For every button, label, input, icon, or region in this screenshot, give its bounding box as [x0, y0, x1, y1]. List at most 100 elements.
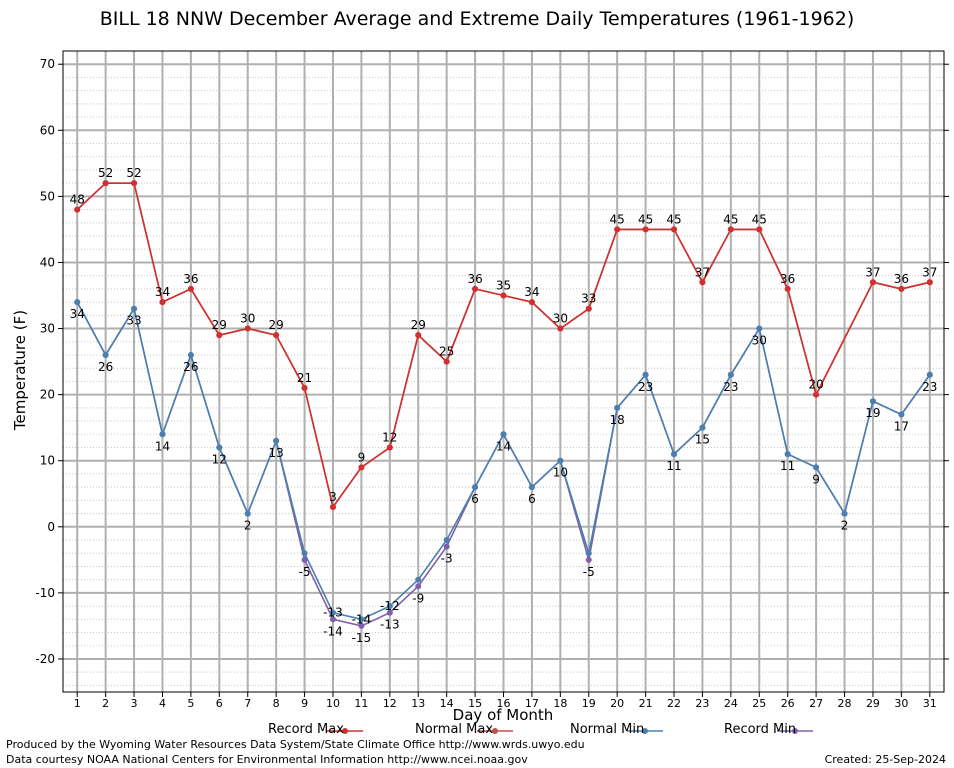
point-record-max [216, 332, 223, 339]
point-normal-min [102, 351, 109, 358]
x-tick-label: 15 [468, 697, 482, 710]
point-record-max [386, 444, 393, 451]
point-record-max [244, 325, 251, 332]
data-label-record-max: 45 [638, 212, 653, 226]
x-tick-label: 1 [74, 697, 81, 710]
data-label-record-min: 19 [865, 406, 880, 420]
point-normal-min [329, 609, 336, 616]
point-record-max [159, 299, 166, 306]
point-normal-min [585, 550, 592, 557]
point-normal-min [472, 484, 479, 491]
data-label-record-min: 6 [528, 492, 536, 506]
point-record-min [301, 556, 308, 563]
point-normal-min [159, 431, 166, 438]
point-normal-min [131, 305, 138, 312]
data-label-record-max: 45 [666, 212, 681, 226]
x-tick-label: 17 [525, 697, 539, 710]
point-normal-min [671, 451, 678, 458]
point-record-max [472, 285, 479, 292]
point-normal-min [784, 451, 791, 458]
point-normal-min [273, 437, 280, 444]
y-tick-label: -10 [35, 586, 55, 600]
x-tick-label: 11 [354, 697, 368, 710]
x-tick-label: 31 [923, 697, 937, 710]
point-record-max [102, 180, 109, 187]
x-tick-label: 27 [809, 697, 823, 710]
point-normal-min [813, 464, 820, 471]
point-record-min [358, 622, 365, 629]
legend-record-min-label: Record Min [724, 722, 797, 737]
data-label-record-max: 52 [126, 166, 141, 180]
y-tick-label: 0 [47, 520, 55, 534]
x-tick-label: 30 [894, 697, 908, 710]
x-tick-label: 25 [752, 697, 766, 710]
legend-marker-normal-min [642, 728, 648, 734]
y-tick-label: 40 [40, 255, 55, 269]
point-normal-min [74, 299, 81, 306]
data-label-record-max: 34 [155, 285, 170, 299]
x-tick-label: 7 [244, 697, 251, 710]
x-tick-label: 5 [187, 697, 194, 710]
point-normal-min [301, 550, 308, 557]
x-tick-label: 16 [497, 697, 511, 710]
x-tick-label: 28 [838, 697, 852, 710]
data-label-record-min: 11 [780, 459, 795, 473]
data-label-record-max: 29 [212, 318, 227, 332]
data-label-record-min: 10 [553, 466, 568, 480]
data-label-record-min: 23 [638, 380, 653, 394]
data-label-record-min: 13 [269, 446, 284, 460]
legend-marker-record-max [342, 728, 348, 734]
data-label-record-max: 52 [98, 166, 113, 180]
data-label-record-max: 9 [358, 450, 366, 464]
footer-data-courtesy: Data courtesy NOAA National Centers for … [6, 753, 528, 766]
point-normal-min [756, 325, 763, 332]
data-label-record-max: 35 [496, 279, 511, 293]
point-record-max [131, 180, 138, 187]
data-label-record-min: 33 [126, 314, 141, 328]
point-record-max [187, 285, 194, 292]
point-record-min [443, 543, 450, 550]
x-tick-label: 8 [273, 697, 280, 710]
point-record-max [415, 332, 422, 339]
point-record-max [74, 206, 81, 213]
point-normal-min [642, 371, 649, 378]
point-record-max [273, 332, 280, 339]
data-label-record-min: -3 [441, 552, 453, 566]
data-label-record-max: 45 [752, 212, 767, 226]
data-label-record-min: -15 [352, 631, 372, 645]
x-tick-label: 22 [667, 697, 681, 710]
data-label-record-min: -5 [299, 565, 311, 579]
data-label-record-min: 15 [695, 433, 710, 447]
point-normal-min [216, 444, 223, 451]
data-label-record-min: 26 [183, 360, 198, 374]
point-normal-min [528, 484, 535, 491]
data-label-record-max: 36 [467, 272, 482, 286]
point-record-max [869, 279, 876, 286]
x-tick-label: 20 [610, 697, 624, 710]
footer-produced-by: Produced by the Wyoming Water Resources … [6, 738, 585, 751]
point-record-max [813, 391, 820, 398]
x-tick-label: 6 [216, 697, 223, 710]
data-label-record-max: 36 [894, 272, 909, 286]
footer-created: Created: 25-Sep-2024 [824, 753, 946, 766]
point-normal-min [358, 616, 365, 623]
y-tick-label: 50 [40, 189, 55, 203]
data-label-record-min: 26 [98, 360, 113, 374]
x-axis-label: Day of Month [452, 706, 554, 724]
point-record-min [415, 583, 422, 590]
point-record-min [585, 556, 592, 563]
point-normal-min [244, 510, 251, 517]
data-label-record-max: 20 [808, 378, 823, 392]
data-label-record-min: 30 [752, 334, 767, 348]
point-record-max [614, 226, 621, 233]
x-tick-label: 19 [582, 697, 596, 710]
x-tick-label: 4 [159, 697, 166, 710]
data-label-record-max: 12 [382, 430, 397, 444]
series-line-record-max [76, 182, 930, 509]
data-label-record-min: 11 [666, 459, 681, 473]
x-tick-label: 26 [781, 697, 795, 710]
point-record-min [386, 609, 393, 616]
data-label-record-max: 37 [695, 265, 710, 279]
legend-record-max-label: Record Max [268, 722, 344, 737]
y-tick-label: -20 [35, 652, 55, 666]
